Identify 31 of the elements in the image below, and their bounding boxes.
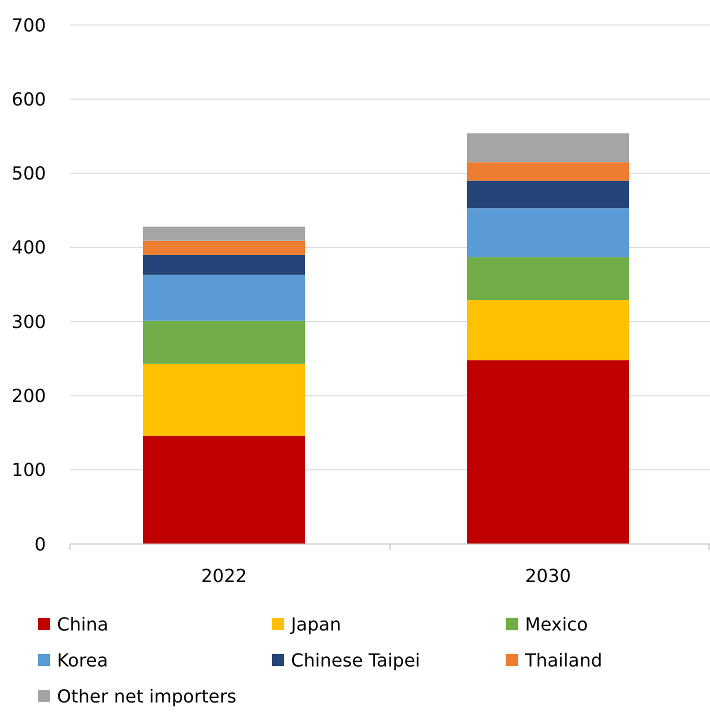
legend-label: Mexico xyxy=(525,614,588,636)
bar xyxy=(143,254,305,275)
bar xyxy=(467,133,629,162)
legend-label: Korea xyxy=(57,650,108,672)
bar xyxy=(467,162,629,181)
y-tick-label: 400 xyxy=(12,238,46,259)
bar xyxy=(143,240,305,255)
y-tick-label: 100 xyxy=(12,460,46,482)
y-tick-label: 600 xyxy=(12,89,46,110)
bar xyxy=(143,274,305,321)
legend-label: Other net importers xyxy=(57,686,236,708)
bar xyxy=(143,320,305,364)
x-tick-label: 2022 xyxy=(201,566,247,587)
bar xyxy=(143,436,305,544)
legend-label: Chinese Taipei xyxy=(291,650,420,672)
bar xyxy=(467,208,629,258)
bar xyxy=(467,360,629,544)
bar xyxy=(143,364,305,436)
bar xyxy=(467,300,629,360)
legend-label: China xyxy=(57,614,108,636)
y-tick-label: 500 xyxy=(12,164,46,185)
x-tick-label: 2030 xyxy=(525,566,571,587)
y-tick-label: 200 xyxy=(12,386,46,408)
y-tick-label: 0 xyxy=(34,534,46,556)
legend-label: Thailand xyxy=(524,650,602,672)
legend-label: Japan xyxy=(290,614,342,636)
y-tick-label: 700 xyxy=(12,15,46,36)
bar xyxy=(467,180,629,208)
y-tick-label: 300 xyxy=(12,312,46,333)
bar xyxy=(143,226,305,241)
bar xyxy=(467,257,629,300)
